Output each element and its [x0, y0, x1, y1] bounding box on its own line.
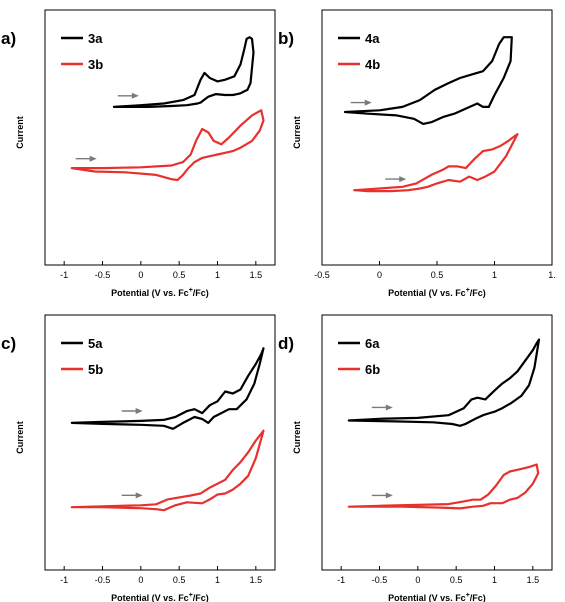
x-tick-label: 1.5	[250, 270, 263, 280]
cv-curve-3b	[70, 109, 265, 182]
x-tick-label: 1	[492, 575, 497, 585]
cv-panel-1: -1 -0.5 0 0.5 1 1.5 Potential (V vs. Fc+/Fc) Cu…	[1, 9, 276, 298]
cv-curve-6b	[347, 463, 540, 510]
scan-direction-arrowhead	[364, 99, 372, 106]
legend-label: 6b	[365, 362, 380, 377]
cv-curve-3a	[112, 36, 255, 108]
plot-frame	[44, 314, 276, 571]
x-tick-label: -1	[60, 270, 68, 280]
panel-label: a)	[1, 29, 16, 48]
x-tick-label: 1	[215, 575, 220, 585]
x-tick-label: 0.5	[431, 270, 444, 280]
legend-label: 5b	[88, 362, 103, 377]
scan-direction-arrowhead	[89, 155, 97, 162]
panel-label: d)	[278, 334, 294, 353]
scan-direction-arrowhead	[135, 408, 143, 414]
panel-label: b)	[278, 29, 294, 48]
x-tick-label: 0.5	[450, 575, 463, 585]
x-tick-label: 1	[215, 270, 220, 280]
y-axis-label: Current	[15, 116, 25, 149]
x-tick-label: 1.	[548, 270, 556, 280]
legend-label: 3b	[88, 57, 103, 72]
cv-panel-3: -1 -0.5 0 0.5 1 1.5 Potential (V vs. Fc+/Fc) Cu…	[1, 314, 276, 602]
cv-curve-4b	[353, 133, 519, 193]
cv-curve-5b	[70, 429, 265, 512]
x-tick-label: -0.5	[95, 575, 111, 585]
cv-curve-6a	[347, 338, 541, 427]
x-tick-label: -0.5	[314, 270, 330, 280]
scan-direction-arrowhead	[131, 92, 139, 99]
y-axis-label: Current	[292, 421, 302, 454]
plot-frame	[321, 9, 553, 266]
x-tick-label: -0.5	[95, 270, 111, 280]
x-axis-label: Potential (V vs. Fc+/Fc)	[111, 592, 209, 602]
x-tick-label: 1.5	[250, 575, 263, 585]
legend-label: 3a	[88, 31, 103, 46]
x-axis-label: Potential (V vs. Fc+/Fc)	[111, 287, 209, 298]
cv-panel-4: -1 -0.5 0 0.5 1 1.5 Potential (V vs. Fc+/Fc) Cu…	[278, 314, 553, 602]
plot-frame	[44, 9, 276, 266]
x-tick-label: 0	[377, 270, 382, 280]
x-tick-label: 0	[138, 575, 143, 585]
legend-label: 6a	[365, 336, 380, 351]
x-axis-label: Potential (V vs. Fc+/Fc)	[388, 287, 486, 298]
scan-direction-arrowhead	[385, 492, 393, 499]
x-axis-label: Potential (V vs. Fc+/Fc)	[388, 592, 486, 602]
x-tick-label: -1	[337, 575, 345, 585]
x-tick-label: 1.5	[527, 575, 540, 585]
x-tick-label: 0.5	[173, 270, 186, 280]
legend-label: 4a	[365, 31, 380, 46]
legend-label: 5a	[88, 336, 103, 351]
x-tick-label: 0	[415, 575, 420, 585]
legend-label: 4b	[365, 57, 380, 72]
x-tick-label: -1	[60, 575, 68, 585]
y-axis-label: Current	[292, 116, 302, 149]
y-axis-label: Current	[15, 421, 25, 454]
x-tick-label: 0	[138, 270, 143, 280]
x-tick-label: 1	[492, 270, 497, 280]
panel-label: c)	[1, 334, 16, 353]
scan-direction-arrowhead	[135, 492, 143, 499]
scan-direction-arrowhead	[399, 176, 407, 183]
cv-curve-5a	[70, 347, 265, 430]
plot-frame	[321, 314, 553, 571]
cv-panel-2: -0.5 0 0.5 1 1. Potential (V vs. Fc+/Fc) Curre…	[278, 9, 556, 298]
x-tick-label: 0.5	[173, 575, 186, 585]
scan-direction-arrowhead	[385, 404, 393, 411]
cv-curve-4a	[343, 36, 513, 125]
x-tick-label: -0.5	[372, 575, 388, 585]
